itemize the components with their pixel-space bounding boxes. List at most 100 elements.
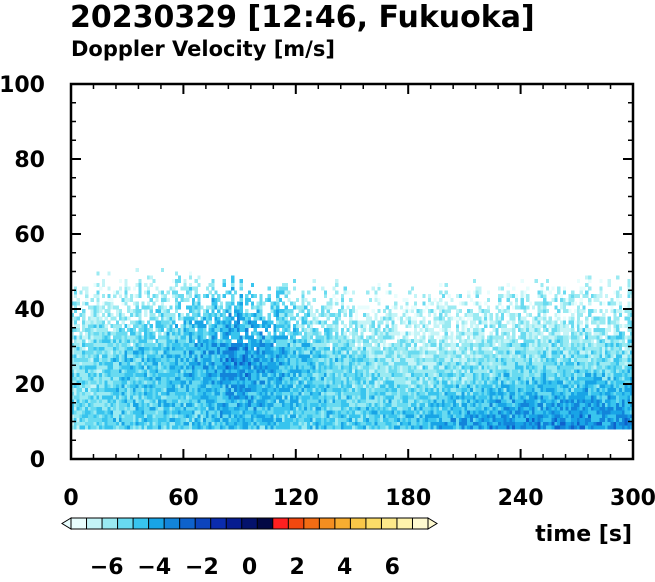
heatmap-cell [225, 391, 229, 396]
heatmap-cell [191, 414, 196, 419]
heatmap-cell [186, 421, 190, 426]
heatmap-cell [439, 335, 443, 340]
heatmap-cell [478, 387, 482, 392]
heatmap-cell [337, 342, 342, 347]
heatmap-cell [295, 380, 300, 385]
heatmap-cell [127, 384, 131, 389]
heatmap-cell [377, 380, 381, 385]
heatmap-cell [413, 376, 418, 381]
heatmap-cell [326, 406, 330, 411]
heatmap-cell [99, 369, 103, 374]
heatmap-cell [357, 380, 361, 385]
heatmap-cell [163, 335, 167, 340]
heatmap-cell [174, 324, 179, 329]
heatmap-cell [380, 369, 384, 374]
heatmap-cell [503, 365, 507, 370]
heatmap-cell [231, 384, 235, 389]
heatmap-cell [200, 384, 204, 389]
heatmap-cell [231, 286, 235, 291]
heatmap-cell [96, 376, 100, 381]
heatmap-cell [130, 309, 134, 314]
heatmap-cell [382, 391, 387, 396]
heatmap-cell [500, 376, 505, 381]
heatmap-cell [422, 402, 426, 407]
heatmap-cell [256, 357, 260, 362]
heatmap-cell [90, 320, 94, 325]
heatmap-cell [177, 395, 181, 400]
heatmap-cell [233, 376, 238, 381]
heatmap-cell [132, 421, 137, 426]
heatmap-cell [377, 357, 381, 362]
heatmap-cell [360, 402, 364, 407]
heatmap-cell [250, 342, 255, 347]
heatmap-cell [158, 361, 162, 366]
heatmap-cell [79, 290, 83, 295]
heatmap-cell [408, 402, 412, 407]
heatmap-cell [127, 414, 131, 419]
heatmap-cell [495, 384, 499, 389]
heatmap-cell [149, 282, 153, 287]
heatmap-cell [472, 425, 477, 430]
heatmap-cell [498, 380, 502, 385]
heatmap-cell [104, 309, 108, 314]
heatmap-cell [191, 380, 196, 385]
heatmap-cell [354, 309, 359, 314]
heatmap-cell [467, 335, 471, 340]
heatmap-cell [138, 335, 142, 340]
heatmap-cell [489, 342, 493, 347]
heatmap-cell [253, 331, 257, 336]
heatmap-cell [85, 384, 89, 389]
heatmap-cell [500, 380, 505, 385]
heatmap-cell [439, 305, 443, 310]
heatmap-cell [346, 402, 350, 407]
heatmap-cell [93, 406, 97, 411]
heatmap-cell [228, 391, 232, 396]
heatmap-cell [270, 417, 274, 422]
heatmap-cell [492, 421, 496, 426]
heatmap-cell [475, 406, 479, 411]
heatmap-cell [340, 365, 344, 370]
heatmap-cell [455, 342, 460, 347]
heatmap-cell [186, 350, 190, 355]
heatmap-cell [309, 417, 314, 422]
heatmap-cell [292, 342, 297, 347]
heatmap-cell [270, 335, 274, 340]
heatmap-cell [335, 395, 339, 400]
heatmap-cell [276, 354, 280, 359]
heatmap-cell [127, 286, 131, 291]
heatmap-cell [141, 342, 145, 347]
heatmap-cell [405, 406, 409, 411]
heatmap-cell [340, 294, 344, 299]
heatmap-cell [242, 384, 246, 389]
heatmap-cell [177, 361, 181, 366]
heatmap-cell [113, 406, 117, 411]
heatmap-cell [371, 376, 375, 381]
heatmap-cell [427, 301, 432, 306]
heatmap-cell [231, 294, 235, 299]
heatmap-cell [214, 365, 218, 370]
heatmap-cell [484, 361, 488, 366]
heatmap-cell [354, 320, 359, 325]
heatmap-cell [250, 402, 255, 407]
heatmap-cell [357, 361, 361, 366]
heatmap-cell [256, 354, 260, 359]
heatmap-cell [135, 399, 139, 404]
heatmap-cell [321, 380, 325, 385]
heatmap-cell [374, 365, 378, 370]
heatmap-cell [343, 346, 347, 351]
heatmap-cell [96, 271, 100, 276]
heatmap-cell [503, 331, 507, 336]
heatmap-cell [152, 316, 156, 321]
heatmap-cell [256, 335, 260, 340]
heatmap-cell [118, 369, 122, 374]
heatmap-cell [135, 335, 139, 340]
heatmap-cell [197, 391, 201, 396]
heatmap-cell [357, 372, 361, 377]
heatmap-cell [329, 354, 333, 359]
heatmap-cell [332, 286, 336, 291]
heatmap-cell [259, 316, 263, 321]
heatmap-cell [284, 372, 288, 377]
heatmap-cell [267, 294, 271, 299]
heatmap-cell [382, 414, 387, 419]
heatmap-cell [242, 376, 246, 381]
